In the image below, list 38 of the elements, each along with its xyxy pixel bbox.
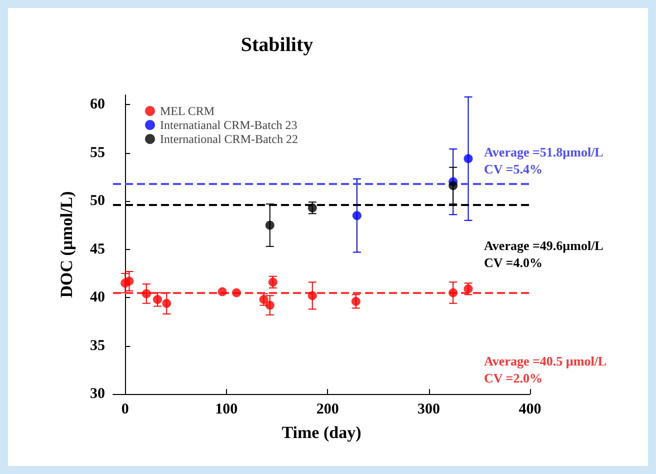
x-tick-label: 400 bbox=[518, 402, 542, 418]
point bbox=[218, 287, 227, 296]
point bbox=[464, 154, 473, 164]
legend-label: International CRM-Batch 22 bbox=[160, 132, 298, 146]
chart-title: Stability bbox=[240, 34, 314, 56]
y-tick-label: 35 bbox=[90, 338, 105, 354]
x-tick-label: 100 bbox=[215, 402, 238, 418]
y-tick-label: 30 bbox=[90, 386, 105, 402]
y-axis-title: DOC (µmol/L) bbox=[57, 191, 76, 298]
point bbox=[308, 291, 317, 300]
point bbox=[162, 298, 172, 308]
x-axis-title: Time (day) bbox=[282, 423, 362, 442]
point bbox=[352, 211, 362, 220]
legend-label: MEL CRM bbox=[160, 104, 215, 118]
point bbox=[232, 288, 241, 298]
y-tick-label: 60 bbox=[90, 96, 105, 113]
y-tick-label: 50 bbox=[90, 193, 105, 210]
point bbox=[124, 276, 134, 286]
point bbox=[142, 289, 151, 298]
legend-label: Internatianal CRM-Batch 23 bbox=[160, 118, 298, 132]
point bbox=[268, 278, 278, 287]
point bbox=[308, 203, 317, 212]
point bbox=[265, 300, 274, 310]
x-tick-label: 300 bbox=[418, 402, 440, 418]
y-tick-label: 55 bbox=[90, 144, 105, 161]
point bbox=[351, 296, 360, 306]
point bbox=[153, 294, 162, 304]
ref-line-label: Average =40.5 µmol/L CV =2.0% bbox=[484, 354, 607, 386]
point bbox=[265, 220, 274, 230]
point bbox=[464, 284, 473, 294]
ref-line-label: Average =49.6µmol/L CV =4.0% bbox=[484, 238, 604, 270]
point bbox=[448, 288, 458, 298]
y-tick-label: 40 bbox=[90, 290, 105, 306]
x-tick-label: 0 bbox=[121, 402, 129, 418]
x-tick-label: 200 bbox=[316, 402, 339, 418]
y-tick-label: 45 bbox=[90, 241, 105, 258]
point bbox=[448, 181, 458, 190]
ref-line-label: Average =51.8µmol/L CV =5.4% bbox=[484, 144, 604, 177]
